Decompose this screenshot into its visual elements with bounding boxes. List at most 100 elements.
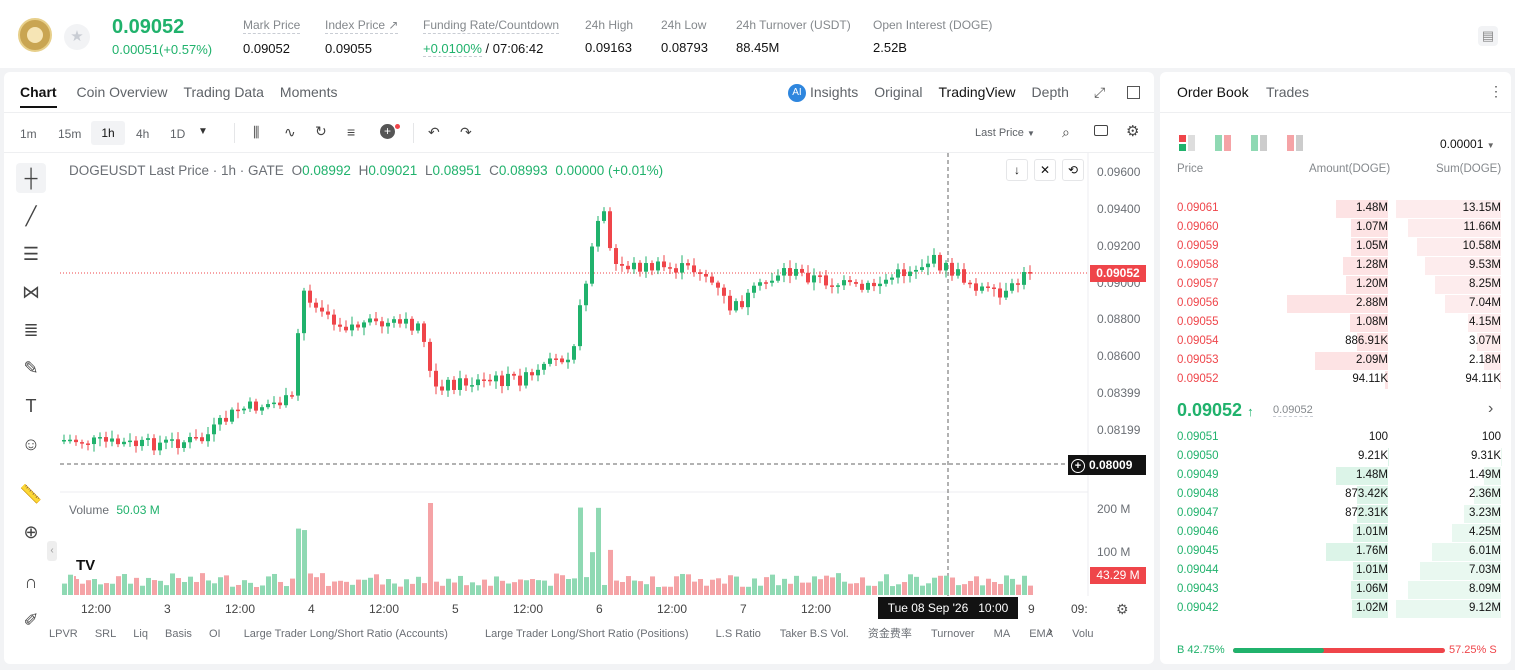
text-tool-icon[interactable]: T [25, 396, 37, 416]
zoom-in-icon[interactable]: ⊕ [23, 522, 39, 542]
indicator-lpvr[interactable]: LPVR [49, 628, 78, 640]
candle-body [386, 322, 390, 327]
volume-bar [74, 576, 79, 595]
candle-body [392, 319, 396, 323]
book-icon[interactable]: ▤ [1478, 26, 1498, 46]
favorite-star-icon[interactable]: ★ [64, 24, 90, 50]
bid-row[interactable]: 0.09042 1.02M 9.12M [1177, 600, 1501, 619]
ask-row[interactable]: 0.09053 2.09M 2.18M [1177, 352, 1501, 371]
ask-row[interactable]: 0.09057 1.20M 8.25M [1177, 276, 1501, 295]
interval-15m[interactable]: 15m [58, 127, 82, 141]
camera-icon[interactable] [1094, 125, 1108, 136]
book-view-both-icon[interactable] [1179, 135, 1195, 151]
volume-bar [608, 549, 613, 595]
fib-tool-icon[interactable]: ≣ [23, 320, 39, 340]
interval-4h[interactable]: 4h [136, 127, 150, 141]
book-view-split-icon[interactable] [1215, 135, 1231, 151]
tab-tradingview[interactable]: TradingView [938, 84, 1016, 100]
chevron-right-icon[interactable]: › [1488, 400, 1494, 417]
tab-chart[interactable]: Chart [20, 84, 57, 108]
ask-row[interactable]: 0.09055 1.08M 4.15M [1177, 314, 1501, 333]
indicator-ma[interactable]: MA [993, 628, 1011, 640]
indicator-ls-ratio[interactable]: L.S Ratio [715, 628, 761, 640]
indicator-ls-accounts[interactable]: Large Trader Long/Short Ratio (Accounts) [243, 628, 448, 640]
parallel-lines-icon[interactable]: ☰ [22, 244, 40, 264]
ask-row[interactable]: 0.09059 1.05M 10.58M [1177, 238, 1501, 257]
precision-select[interactable]: 0.00001 ▼ [1440, 137, 1495, 151]
tab-insights[interactable]: Insights [810, 84, 859, 100]
compare-icon[interactable]: ↻ [315, 123, 327, 139]
bid-row[interactable]: 0.09051 100 100 [1177, 429, 1501, 448]
more-icon[interactable]: ⋮ [1489, 83, 1503, 99]
interval-1m[interactable]: 1m [20, 127, 37, 141]
ask-row[interactable]: 0.09056 2.88M 7.04M [1177, 295, 1501, 314]
indicator-volume[interactable]: Volu [1072, 628, 1094, 640]
indicator-basis[interactable]: Basis [165, 628, 192, 640]
bid-row[interactable]: 0.09050 9.21K 9.31K [1177, 448, 1501, 467]
indicator-turnover[interactable]: Turnover [930, 628, 975, 640]
undo-icon[interactable]: ↶ [428, 124, 440, 140]
scroll-right-icon[interactable]: › [1048, 622, 1053, 638]
tab-moments[interactable]: Moments [279, 84, 338, 100]
interval-1d[interactable]: 1D [170, 127, 186, 141]
add-alert-icon[interactable]: + [1071, 458, 1085, 473]
collapse-icon[interactable]: ✕ [1034, 159, 1056, 181]
candlestick-chart[interactable] [0, 0, 1155, 664]
trend-line-icon[interactable]: ╱ [25, 206, 37, 226]
emoji-tool-icon[interactable]: ☺ [21, 434, 41, 454]
indicator-ls-positions[interactable]: Large Trader Long/Short Ratio (Positions… [484, 628, 689, 640]
bid-row[interactable]: 0.09048 873.42K 2.36M [1177, 486, 1501, 505]
bid-row[interactable]: 0.09044 1.01M 7.03M [1177, 562, 1501, 581]
ruler-icon[interactable]: 📏 [19, 484, 43, 504]
template-icon[interactable]: ≡ [347, 124, 356, 140]
indicator-ema[interactable]: EMA [1029, 628, 1054, 640]
redo-icon[interactable]: ↷ [460, 124, 472, 140]
brush-tool-icon[interactable]: ✎ [23, 358, 39, 378]
settings-cog-icon[interactable]: ⚙ [1116, 601, 1129, 617]
candle-body [704, 273, 708, 277]
book-view-bids-icon[interactable] [1251, 135, 1267, 151]
indicator-taker-vol[interactable]: Taker B.S Vol. [779, 628, 849, 640]
window-icon[interactable] [1127, 86, 1140, 99]
crosshair-tool-icon[interactable]: ┼ [16, 163, 46, 193]
indicator-oi[interactable]: OI [209, 628, 221, 640]
ai-insights-icon[interactable]: AI [788, 84, 806, 102]
bid-row[interactable]: 0.09046 1.01M 4.25M [1177, 524, 1501, 543]
collapse-toolbar-icon[interactable]: ‹ [47, 541, 57, 561]
expand-icon[interactable]: ⤢ [1094, 84, 1106, 100]
interval-dropdown-icon[interactable]: ▼ [198, 126, 208, 137]
bid-row[interactable]: 0.09049 1.48M 1.49M [1177, 467, 1501, 486]
tab-trading-data[interactable]: Trading Data [183, 84, 264, 100]
book-view-asks-icon[interactable] [1287, 135, 1303, 151]
indicators-icon[interactable]: ∿ [284, 124, 296, 140]
volume-bar [386, 579, 391, 595]
bid-row[interactable]: 0.09043 1.06M 8.09M [1177, 581, 1501, 600]
ask-row[interactable]: 0.09052 94.11K 94.11K [1177, 371, 1501, 390]
ask-row[interactable]: 0.09054 886.91K 3.07M [1177, 333, 1501, 352]
tab-coin-overview[interactable]: Coin Overview [76, 84, 168, 100]
indicator-funding[interactable]: 资金费率 [867, 628, 912, 640]
tab-trades[interactable]: Trades [1266, 84, 1310, 100]
bid-row[interactable]: 0.09045 1.76M 6.01M [1177, 543, 1501, 562]
add-indicator-icon[interactable]: + [380, 124, 395, 139]
candle-type-icon[interactable]: ⫼ [253, 124, 260, 140]
tab-order-book[interactable]: Order Book [1177, 84, 1249, 100]
stat-index-price[interactable]: Index Price ↗ 0.09055 [325, 18, 399, 56]
indicator-srl[interactable]: SRL [94, 628, 117, 640]
tab-original[interactable]: Original [874, 84, 923, 100]
gear-icon[interactable]: ⚙ [1126, 123, 1140, 140]
magnet-icon[interactable]: ∩ [24, 572, 38, 592]
arrow-down-icon[interactable]: ↓ [1006, 159, 1028, 181]
interval-1h[interactable]: 1h [91, 121, 125, 145]
tab-depth[interactable]: Depth [1031, 84, 1069, 100]
pencil-lock-icon[interactable]: ✐ [23, 610, 39, 630]
ask-row[interactable]: 0.09058 1.28M 9.53M [1177, 257, 1501, 276]
refresh-icon[interactable]: ⟲ [1062, 159, 1084, 181]
bid-row[interactable]: 0.09047 872.31K 3.23M [1177, 505, 1501, 524]
ask-row[interactable]: 0.09060 1.07M 11.66M [1177, 219, 1501, 238]
search-icon[interactable]: ⌕ [1062, 124, 1070, 140]
pattern-tool-icon[interactable]: ⋈ [22, 282, 40, 302]
indicator-liq[interactable]: Liq [133, 628, 148, 640]
ask-row[interactable]: 0.09061 1.48M 13.15M [1177, 200, 1501, 219]
last-price-select[interactable]: Last Price ▼ [975, 127, 1035, 139]
